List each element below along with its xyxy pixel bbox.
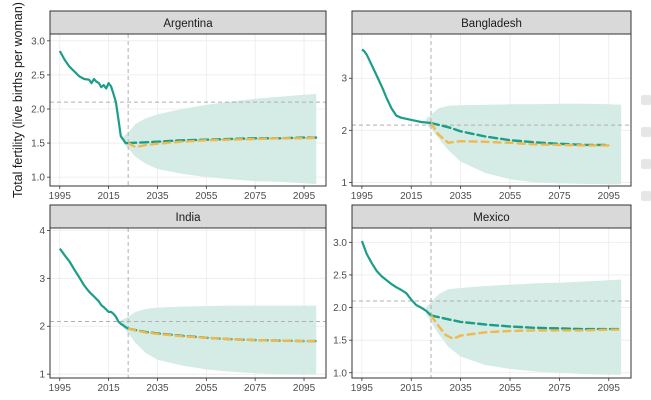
x-tick-label: 2035 <box>450 383 473 394</box>
y-tick-label: 3.0 <box>31 36 45 47</box>
y-tick-label: 3 <box>341 74 347 85</box>
y-tick-label: 2 <box>39 322 45 333</box>
x-tick-label: 2095 <box>598 191 621 202</box>
x-tick-label: 2075 <box>548 191 571 202</box>
projection-line-orange <box>429 121 610 147</box>
y-tick-label: 1.5 <box>31 139 45 150</box>
watermark-marks <box>641 95 651 225</box>
panel-mexico: Mexico 1995 2015 2035 2055 2075 2095 1.0 1.5 2.0 2… <box>333 204 632 394</box>
plot-data <box>352 34 631 186</box>
y-tick-label: 2.0 <box>31 104 45 115</box>
plot-data <box>50 228 326 378</box>
x-tick-label: 1995 <box>49 191 72 202</box>
panel-bangladesh: Bangladesh 1995 2015 2035 2055 2075 2095 1 2 3 <box>341 10 632 202</box>
panel-border <box>49 33 327 187</box>
y-tick-label: 2.0 <box>333 303 347 314</box>
x-tick-label: 2095 <box>293 383 316 394</box>
uncertainty-band <box>120 305 317 375</box>
x-tick-label: 2075 <box>548 383 571 394</box>
x-tick-label: 2055 <box>499 383 522 394</box>
panel-border <box>351 33 632 187</box>
panel-border <box>49 227 327 379</box>
panel-argentina: Argentina 1995 2015 2035 2055 2075 2095 1.0 1.5 2… <box>31 10 327 202</box>
projection-line-orange <box>429 314 623 341</box>
x-tick-label: 2035 <box>450 191 473 202</box>
x-tick-label: 2055 <box>195 383 218 394</box>
observed-line <box>361 48 432 125</box>
facet-title: India <box>176 212 202 224</box>
x-tick-label: 2075 <box>244 383 267 394</box>
y-tick-label: 3.0 <box>333 238 347 249</box>
y-tick-label: 2 <box>341 126 347 137</box>
projection-line-orange <box>126 136 318 149</box>
projection-line-orange <box>126 327 318 343</box>
panel-india: India 1995 2015 2035 2055 2075 2095 1 2 3 4 <box>39 204 327 394</box>
x-tick-label: 2095 <box>598 383 621 394</box>
x-tick-label: 2035 <box>146 191 169 202</box>
panel-border <box>351 227 632 379</box>
y-tick-label: 3 <box>39 274 45 285</box>
y-tick-label: 1 <box>39 370 45 381</box>
uncertainty-band <box>426 279 622 375</box>
y-tick-label: 2.5 <box>31 70 45 81</box>
x-tick-label: 2055 <box>499 191 522 202</box>
projection-line-teal <box>429 314 623 331</box>
observed-line <box>58 50 129 145</box>
x-tick-label: 2095 <box>293 191 316 202</box>
x-tick-label: 1995 <box>351 191 374 202</box>
x-tick-label: 2015 <box>400 383 423 394</box>
y-tick-label: 2.5 <box>333 270 347 281</box>
x-tick-label: 2015 <box>97 191 120 202</box>
x-tick-label: 1995 <box>351 383 374 394</box>
projection-line-teal <box>429 121 610 147</box>
x-tick-label: 1995 <box>49 383 72 394</box>
facet-title: Mexico <box>473 212 509 224</box>
observed-line <box>360 240 432 317</box>
y-tick-label: 1.0 <box>333 368 347 379</box>
x-tick-label: 2035 <box>146 383 169 394</box>
facet-title: Argentina <box>163 18 213 30</box>
y-tick-label: 1 <box>341 178 347 189</box>
plot-data <box>50 34 326 186</box>
observed-line <box>58 247 129 330</box>
x-tick-label: 2075 <box>244 191 267 202</box>
plot-data <box>352 228 631 378</box>
x-tick-label: 2055 <box>195 191 218 202</box>
y-tick-label: 4 <box>39 226 45 237</box>
y-axis-label: Total fertility (live births per woman) <box>11 2 25 198</box>
facet-title: Bangladesh <box>461 18 522 30</box>
x-tick-label: 2015 <box>400 191 423 202</box>
y-tick-label: 1.5 <box>333 336 347 347</box>
y-tick-label: 1.0 <box>31 173 45 184</box>
x-tick-label: 2015 <box>97 383 120 394</box>
